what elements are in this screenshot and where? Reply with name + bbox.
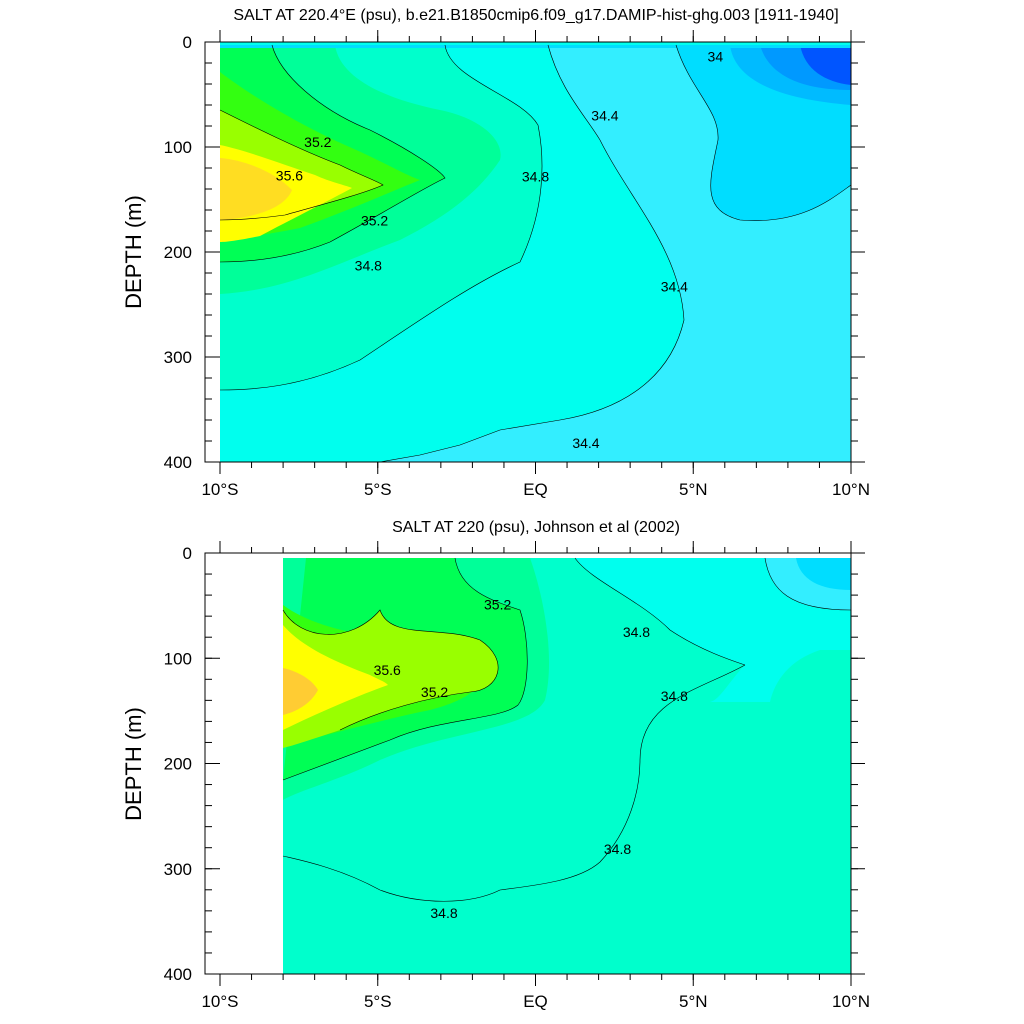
top-contour-label: 35.2 bbox=[361, 213, 388, 229]
top-contour-label: 34.8 bbox=[522, 168, 549, 184]
bottom-fill-35_6-region bbox=[283, 610, 499, 748]
top-y-tick-label: 100 bbox=[164, 138, 192, 157]
top-x-tick-label: 10°N bbox=[832, 480, 870, 499]
top-y-tick-label: 0 bbox=[183, 33, 192, 52]
bottom-y-tick-label: 100 bbox=[164, 649, 192, 668]
bottom-contour-label: 34.8 bbox=[604, 841, 631, 857]
top-contour-label: 35.2 bbox=[304, 134, 331, 150]
top-contour-line-34_8 bbox=[219, 44, 543, 391]
bottom-contour-label: 35.2 bbox=[484, 597, 511, 613]
bottom-chart-title: SALT AT 220 (psu), Johnson et al (2002) bbox=[392, 519, 680, 536]
top-contour-line-35_6 bbox=[219, 109, 384, 221]
top-contour-label: 34 bbox=[708, 49, 724, 65]
bottom-contour-line-34_8-upper bbox=[574, 557, 746, 666]
top-contour-label: 34.4 bbox=[572, 435, 599, 451]
bottom-x-tick-label: 10°N bbox=[832, 992, 870, 1011]
top-contour-field bbox=[220, 42, 851, 462]
top-contour-label: 34.8 bbox=[355, 258, 382, 274]
bottom-fill-36_0-region bbox=[283, 668, 318, 715]
bottom-y-tick-label: 0 bbox=[183, 544, 192, 563]
bottom-y-tick-label: 400 bbox=[164, 965, 192, 984]
top-x-tick-label: EQ bbox=[523, 480, 548, 499]
bottom-contour-label: 34.8 bbox=[661, 688, 688, 704]
bottom-x-tick-label: 5°S bbox=[364, 992, 392, 1011]
top-contour-lines bbox=[219, 44, 852, 463]
top-y-tick-label: 200 bbox=[164, 243, 192, 262]
bottom-fill-34_6-region bbox=[575, 558, 851, 702]
bottom-contour-label: 34.8 bbox=[430, 905, 457, 921]
bottom-fill-35_8-region bbox=[283, 625, 388, 730]
top-contour-label: 34.4 bbox=[591, 108, 618, 124]
bottom-axes: 10°S 5°S EQ 5°N 10°N 0 100 200 300 400 bbox=[164, 541, 870, 1011]
top-contour-line-34_0 bbox=[675, 44, 852, 221]
top-chart-title: SALT AT 220.4°E (psu), b.e21.B1850cmip6.… bbox=[233, 7, 838, 24]
bottom-fill-34_2-region bbox=[796, 558, 851, 590]
top-contour-labels: 35.2 35.6 35.2 34.8 34.8 34.4 34.4 34.4 34 bbox=[276, 49, 724, 451]
top-y-tick-label: 400 bbox=[164, 453, 192, 472]
bottom-y-tick-label: 200 bbox=[164, 755, 192, 774]
bottom-panel: SALT AT 220 (psu), Johnson et al (2002) … bbox=[121, 519, 870, 1011]
bottom-x-tick-label: EQ bbox=[523, 992, 548, 1011]
top-contour-label: 35.6 bbox=[276, 167, 303, 183]
bottom-y-axis-label: DEPTH (m) bbox=[121, 707, 146, 821]
top-y-axis-label: DEPTH (m) bbox=[121, 195, 146, 309]
bottom-y-tick-label: 300 bbox=[164, 860, 192, 879]
top-fill-33_6-region bbox=[800, 45, 851, 85]
bottom-contour-field bbox=[283, 558, 851, 974]
top-panel: SALT AT 220.4°E (psu), b.e21.B1850cmip6.… bbox=[121, 7, 870, 499]
top-x-tick-label: 5°N bbox=[679, 480, 708, 499]
bottom-contour-line-35_2 bbox=[282, 557, 528, 781]
top-fill-36_0-region bbox=[220, 158, 292, 220]
top-y-tick-label: 300 bbox=[164, 348, 192, 367]
top-surface-band bbox=[220, 45, 851, 48]
bottom-x-tick-label: 10°S bbox=[201, 992, 238, 1011]
bottom-contour-line-34_6 bbox=[764, 557, 852, 611]
top-x-tick-label: 5°S bbox=[364, 480, 392, 499]
top-contour-line-34_4 bbox=[379, 44, 685, 463]
bottom-contour-labels: 35.2 35.6 35.2 34.8 34.8 34.8 34.8 bbox=[374, 597, 689, 921]
bottom-contour-line-35_6 bbox=[282, 609, 499, 731]
bottom-contour-label: 35.2 bbox=[421, 684, 448, 700]
top-axes: 10°S 5°S EQ 5°N 10°N 0 100 200 300 400 bbox=[164, 30, 870, 499]
top-contour-label: 34.4 bbox=[661, 279, 688, 295]
top-x-tick-label: 10°S bbox=[201, 480, 238, 499]
bottom-contour-label: 35.6 bbox=[374, 662, 401, 678]
top-contour-line-35_2 bbox=[219, 44, 446, 263]
bottom-x-tick-label: 5°N bbox=[679, 992, 708, 1011]
bottom-contour-line-34_8-lower bbox=[282, 664, 746, 902]
bottom-contour-label: 34.8 bbox=[623, 624, 650, 640]
bottom-contour-lines bbox=[282, 557, 852, 902]
